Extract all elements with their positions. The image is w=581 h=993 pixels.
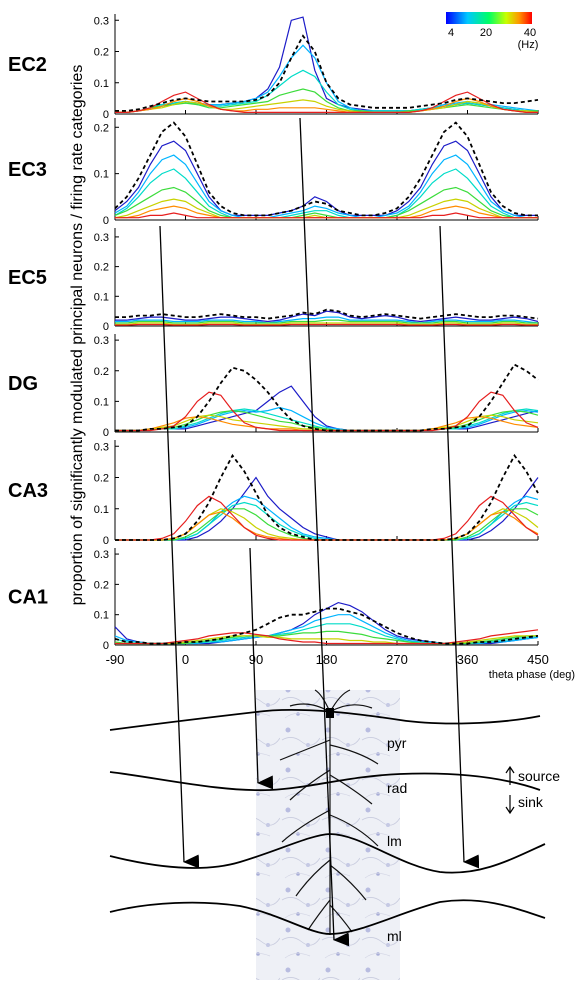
layer-label-pyr: pyr [387, 735, 407, 751]
series-line-1 [115, 316, 539, 324]
x-tick-label: 360 [457, 652, 479, 667]
y-tick-label: 0.2 [94, 579, 109, 591]
panel-ec3: 0 0.1 0.2 EC3 [8, 118, 539, 227]
y-tick-label: 0.2 [94, 473, 109, 485]
series-line-6 [114, 607, 539, 645]
arrow-ec3-to-lm-right [439, 225, 480, 869]
series-line-2 [115, 319, 538, 324]
panel-group: 0 0.1 0.2 0.3 EC2 0 0.1 0.2 EC3 0 0.1 0.2 0.3 EC5 0 0.1… [8, 14, 539, 652]
colorbar-tick-1: 20 [480, 27, 492, 39]
series-line-4 [115, 323, 538, 326]
series-line-3 [115, 409, 539, 432]
y-tick-label: 0.2 [94, 47, 109, 59]
panel-ca3: 0 0.1 0.2 0.3 CA3 [8, 440, 539, 547]
region-label-dg: DG [8, 373, 38, 395]
series-line-2 [114, 168, 538, 219]
series-line-0 [115, 385, 539, 432]
series-line-1 [114, 154, 538, 219]
y-tick-label: 0.3 [94, 335, 109, 347]
arrow-ca3-to-rad [249, 547, 274, 790]
y-tick-label: 0.2 [94, 122, 109, 134]
x-tick-label: 90 [249, 652, 263, 667]
series-line-6 [115, 391, 539, 432]
arrow-ec3-to-lm-left [159, 225, 200, 869]
arrow-ec2-to-ml [299, 117, 350, 947]
y-tick-label: 0 [103, 215, 109, 227]
panel-ec2: 0 0.1 0.2 0.3 EC2 [8, 14, 539, 121]
region-label-ec2: EC2 [8, 54, 47, 76]
series-line-6 [115, 91, 538, 114]
series-line-7 [115, 34, 539, 112]
projection-arrows [159, 117, 480, 947]
series-line-6 [115, 212, 538, 219]
soma [326, 708, 334, 718]
layer-boundary-ml [109, 899, 546, 935]
colorbar: 4 20 40 (Hz) [446, 12, 538, 51]
colorbar-unit: (Hz) [518, 39, 539, 51]
x-tick-label: 0 [182, 652, 189, 667]
series-line-5 [115, 629, 539, 645]
region-label-ca3: CA3 [8, 480, 48, 502]
series-line-2 [115, 501, 539, 541]
y-tick-label: 0.2 [94, 262, 109, 274]
layer-label-ml: ml [387, 928, 402, 944]
layer-boundary-pyr [109, 708, 541, 731]
panel-ec5: 0 0.1 0.2 0.3 EC5 [8, 228, 539, 333]
y-tick-label: 0.1 [94, 291, 109, 303]
colorbar-tick-0: 4 [448, 27, 454, 39]
y-tick-label: 0.3 [94, 441, 109, 453]
x-axis-title: theta phase (deg) [489, 669, 575, 681]
colorbar-tick-2: 40 [524, 27, 536, 39]
source-label: source [518, 768, 560, 784]
series-line-7 [115, 363, 539, 432]
sink-arrow-icon [505, 795, 515, 815]
y-tick-label: 0.3 [94, 549, 109, 561]
y-tick-label: 0 [103, 535, 109, 547]
series-line-7 [115, 453, 539, 541]
y-tick-label: 0 [103, 109, 109, 121]
series-line-1 [115, 406, 539, 432]
y-axis-title: proportion of significantly modulated pr… [69, 65, 86, 606]
series-line-0 [115, 476, 539, 541]
series-line-3 [114, 186, 538, 219]
series-line-5 [115, 308, 539, 320]
y-tick-label: 0.1 [94, 504, 109, 516]
y-tick-label: 0 [103, 427, 109, 439]
pyramidal-neuron-drawing [279, 689, 379, 935]
series-line-0 [115, 16, 538, 114]
y-tick-label: 0.1 [94, 169, 109, 181]
y-tick-label: 0.1 [94, 396, 109, 408]
x-tick-labels: -90 0 90 180 270 360 450 [106, 652, 549, 667]
y-tick-label: 0.3 [94, 232, 109, 244]
series-line-6 [115, 495, 539, 541]
y-tick-label: 0.1 [94, 610, 109, 622]
y-tick-label: 0.2 [94, 366, 109, 378]
x-tick-label: 450 [527, 652, 549, 667]
region-label-ca1: CA1 [8, 587, 48, 609]
layer-boundary-rad [109, 771, 541, 792]
region-label-ec5: EC5 [8, 267, 47, 289]
source-sink-indicator: source sink [505, 765, 560, 815]
layer-label-lm: lm [387, 833, 402, 849]
series-line-3 [115, 88, 538, 114]
anatomy-illustration: pyr rad lm ml source sink [109, 689, 560, 980]
x-tick-label: 180 [316, 652, 338, 667]
x-tick-label: 270 [386, 652, 408, 667]
source-arrow-icon [505, 765, 515, 785]
y-tick-label: 0 [103, 640, 109, 652]
series-line-4 [115, 99, 539, 114]
y-tick-label: 0.1 [94, 78, 109, 90]
panel-dg: 0 0.1 0.2 0.3 DG [8, 334, 539, 439]
layer-label-rad: rad [387, 780, 407, 796]
y-tick-label: 0.3 [94, 15, 109, 27]
panel-ca1: 0 0.1 0.2 0.3 CA1 [8, 548, 539, 652]
series-line-0 [114, 140, 538, 216]
x-tick-label: -90 [106, 652, 125, 667]
region-label-ec3: EC3 [8, 159, 47, 181]
series-line-0 [115, 310, 539, 323]
sink-label: sink [518, 794, 544, 810]
y-tick-label: 0 [103, 321, 109, 333]
colorbar-gradient [446, 12, 532, 24]
